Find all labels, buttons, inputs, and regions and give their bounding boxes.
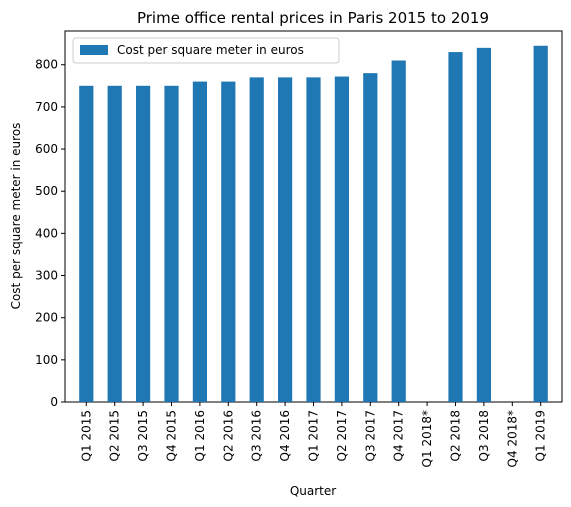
chart-title: Prime office rental prices in Paris 2015… — [137, 9, 489, 27]
x-axis-label: Quarter — [290, 484, 336, 498]
bar-q4-2016 — [278, 77, 293, 403]
bar-q2-2016 — [221, 81, 236, 402]
x-tick-label: Q4 2016 — [278, 410, 292, 461]
bar-q1-2017 — [306, 77, 321, 403]
x-tick-label: Q3 2015 — [136, 410, 150, 461]
bar-q4-2017 — [391, 60, 406, 402]
x-axis: Q1 2015 Q2 2015 Q3 2015 Q4 2015 Q1 2016 Q2 20… — [79, 402, 548, 467]
x-tick-label: Q4 2018* — [505, 410, 519, 467]
x-tick-label: Q4 2015 — [165, 410, 179, 461]
bar-q3-2018 — [476, 47, 491, 403]
legend-swatch — [80, 45, 108, 55]
x-tick-label: Q4 2017 — [392, 410, 406, 461]
x-tick-label: Q1 2018* — [420, 410, 434, 467]
bar-q1-2016 — [192, 81, 207, 402]
x-tick-label: Q1 2016 — [193, 410, 207, 461]
y-tick-label: 600 — [35, 142, 58, 156]
x-tick-label: Q2 2017 — [335, 410, 349, 461]
y-tick-label: 200 — [35, 311, 58, 325]
bar-q4-2015 — [164, 85, 179, 402]
bar-q2-2017 — [334, 76, 349, 402]
x-tick-label: Q2 2018 — [449, 410, 463, 461]
x-tick-label: Q3 2016 — [250, 410, 264, 461]
x-tick-label: Q1 2019 — [534, 410, 548, 461]
bar-q3-2017 — [363, 73, 378, 402]
y-tick-label: 100 — [35, 353, 58, 367]
y-tick-label: 0 — [50, 395, 58, 409]
x-tick-label: Q3 2017 — [363, 410, 377, 461]
bar-q3-2015 — [136, 85, 151, 402]
x-tick-label: Q2 2015 — [108, 410, 122, 461]
y-axis: 0 100 200 300 400 500 600 700 800 — [35, 58, 65, 409]
bar-q1-2019 — [533, 45, 548, 402]
y-tick-label: 700 — [35, 100, 58, 114]
y-tick-label: 400 — [35, 226, 58, 240]
y-tick-label: 300 — [35, 269, 58, 283]
x-tick-label: Q2 2016 — [221, 410, 235, 461]
bar-q3-2016 — [249, 77, 264, 403]
plot-area: 0 100 200 300 400 500 600 700 800 Q1 2015 Q2 2015… — [35, 30, 563, 467]
bar-q1-2015 — [79, 85, 94, 402]
bars — [79, 45, 548, 403]
x-tick-label: Q3 2018 — [477, 410, 491, 461]
legend-label: Cost per square meter in euros — [117, 43, 304, 57]
legend: Cost per square meter in euros — [72, 37, 340, 64]
y-axis-label: Cost per square meter in euros — [9, 123, 23, 310]
y-tick-label: 500 — [35, 184, 58, 198]
x-tick-label: Q1 2017 — [307, 410, 321, 461]
bar-q2-2015 — [107, 85, 122, 402]
x-tick-label: Q1 2015 — [79, 410, 93, 461]
y-tick-label: 800 — [35, 58, 58, 72]
bar-q2-2018 — [448, 52, 463, 402]
legend-box — [72, 37, 340, 64]
